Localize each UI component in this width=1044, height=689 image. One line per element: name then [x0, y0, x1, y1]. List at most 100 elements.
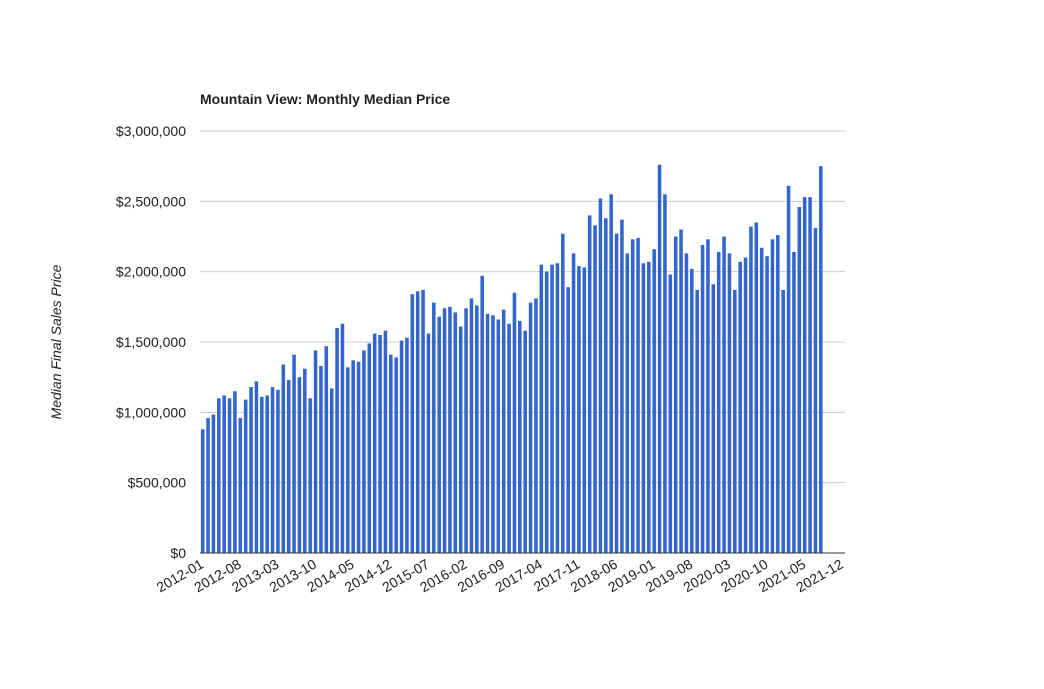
bar: [797, 206, 802, 553]
bar: [254, 381, 259, 553]
bar: [587, 215, 592, 553]
bar: [695, 289, 699, 553]
bar: [367, 343, 372, 553]
bar: [399, 340, 404, 553]
bar: [448, 306, 452, 553]
bar: [759, 247, 764, 553]
bar: [668, 274, 673, 553]
bar: [657, 164, 662, 553]
bar: [749, 226, 753, 554]
bar: [743, 257, 748, 553]
bar: [550, 264, 554, 553]
bar: [227, 398, 232, 553]
bar: [625, 253, 630, 553]
bar: [738, 261, 742, 553]
bar: [641, 263, 646, 553]
bar: [706, 239, 710, 553]
bar: [716, 251, 721, 553]
bar: [340, 323, 345, 553]
bar: [378, 334, 382, 553]
bar: [776, 235, 780, 554]
bar: [614, 233, 619, 554]
bar: [281, 364, 286, 553]
bar: [233, 391, 237, 553]
y-tick-label: $3,000,000: [116, 123, 186, 139]
bar: [684, 253, 689, 553]
bar: [222, 395, 226, 553]
bar: [421, 289, 425, 553]
bar: [555, 263, 560, 553]
bar: [813, 228, 818, 553]
bar: [652, 249, 656, 553]
bar: [335, 327, 339, 553]
bar: [512, 292, 517, 553]
bar: [496, 319, 501, 553]
bar: [673, 236, 678, 553]
bar: [802, 197, 807, 553]
bar: [609, 194, 613, 554]
bar: [722, 236, 726, 553]
bar: [534, 298, 538, 553]
y-tick-label: $1,000,000: [116, 404, 186, 420]
bar: [491, 315, 495, 553]
bar: [410, 294, 415, 553]
bar: [372, 333, 377, 553]
y-tick-label: $500,000: [128, 475, 187, 491]
bar: [383, 330, 388, 553]
bar: [249, 387, 253, 553]
bar: [405, 337, 409, 553]
bar: [458, 326, 463, 553]
bar: [442, 308, 447, 553]
bar: [469, 298, 474, 553]
bar: [265, 395, 269, 553]
bar: [582, 267, 587, 553]
y-axis-label: Median Final Sales Price: [48, 264, 64, 419]
y-tick-label: $2,500,000: [116, 193, 186, 209]
bar: [528, 302, 533, 553]
bar: [501, 309, 506, 553]
bar: [539, 264, 544, 553]
bar: [351, 360, 355, 553]
bar: [485, 313, 490, 553]
bar: [432, 302, 436, 553]
bar: [211, 414, 216, 553]
bar: [518, 320, 522, 553]
bar: [544, 271, 549, 553]
bar: [480, 275, 484, 553]
bar: [394, 357, 398, 553]
bar: [507, 323, 511, 553]
bar: [819, 166, 823, 553]
bar: [319, 365, 323, 553]
bar: [362, 350, 366, 553]
bar: [727, 253, 732, 553]
bar: [308, 398, 312, 553]
bar: [415, 291, 420, 553]
bar: [754, 222, 759, 553]
bar: [792, 251, 796, 553]
bar: [464, 308, 468, 553]
bar: [453, 312, 458, 553]
bar: [690, 268, 694, 553]
y-tick-label: $2,000,000: [116, 264, 186, 280]
bar: [604, 218, 608, 554]
bar: [389, 354, 393, 553]
bar: [238, 417, 243, 553]
bar: [647, 261, 651, 553]
bar: [636, 237, 640, 553]
bar: [313, 350, 318, 553]
bar: [292, 354, 296, 553]
bar: [765, 256, 769, 553]
bar: [356, 361, 361, 553]
bar: [786, 185, 791, 554]
bar: [577, 266, 581, 553]
bar: [297, 377, 302, 553]
bar: [571, 253, 576, 553]
y-tick-label: $0: [170, 545, 186, 561]
bar: [286, 379, 291, 553]
bar: [733, 289, 737, 553]
bar: [598, 198, 603, 553]
bar: [630, 239, 635, 553]
bar: [593, 225, 597, 553]
bar: [566, 287, 570, 553]
